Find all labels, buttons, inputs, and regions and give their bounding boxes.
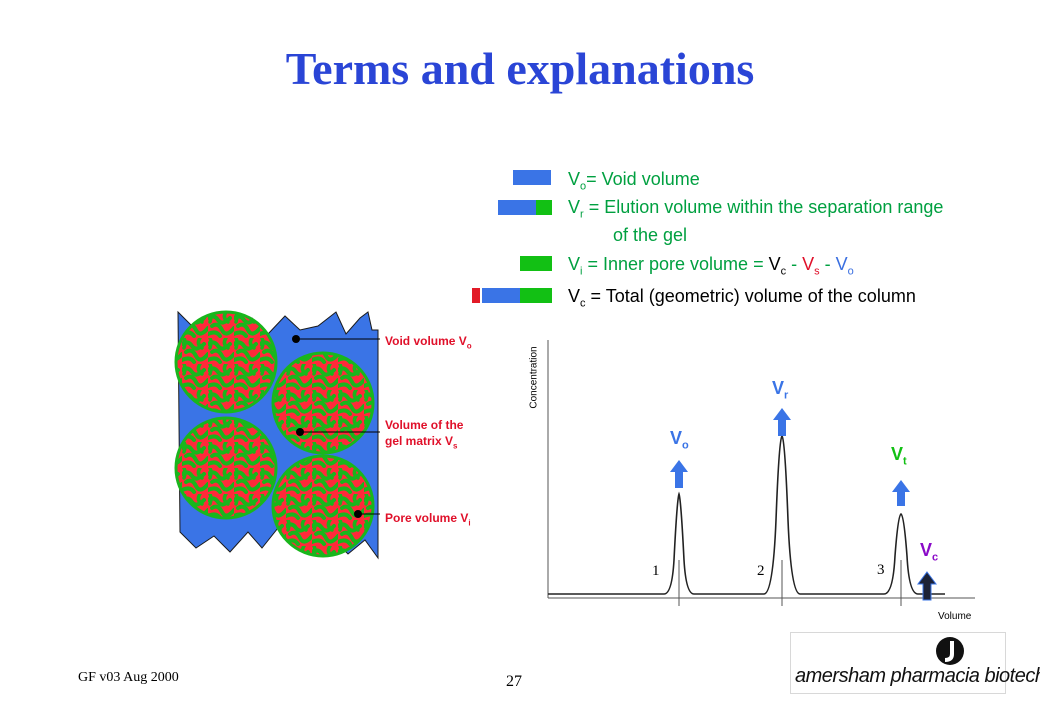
gel-bead [271, 454, 375, 558]
page-title: Terms and explanations [285, 43, 755, 94]
swatch-elution-green [536, 200, 552, 215]
legend-elution: Vr = Elution volume within the separatio… [568, 197, 944, 221]
label-void-volume: Void volume Vo [385, 334, 472, 351]
callout-dot-void [292, 335, 300, 343]
legend-elution-cont: of the gel [613, 225, 688, 245]
peak-number-1: 1 [652, 563, 660, 579]
gel-bead [271, 351, 375, 455]
peak-label-vt: Vt [891, 444, 907, 468]
page-number: 27 [506, 673, 522, 690]
x-axis-label: Volume [938, 611, 972, 622]
legend-total: Vc = Total (geometric) volume of the col… [568, 286, 916, 310]
arrow-vc [917, 571, 937, 601]
swatch-total-blue [482, 288, 520, 303]
gel-bead [174, 416, 278, 520]
peak-number-3: 3 [877, 562, 885, 578]
logo-text: amersham pharmacia biotech [795, 665, 1040, 687]
arrow-v0 [670, 460, 688, 488]
label-gel-matrix: Volume of the gel matrix Vs [385, 418, 464, 451]
arrow-vr [773, 408, 791, 436]
swatch-elution-blue [498, 200, 536, 215]
callout-dot-pore [354, 510, 362, 518]
legend-inner: Vi = Inner pore volume = Vc - Vs - Vo [568, 254, 854, 278]
gel-bead [174, 310, 278, 414]
y-axis-label: Concentration [528, 346, 540, 409]
swatch-total-green [520, 288, 552, 303]
peak-label-vr: Vr [772, 378, 789, 402]
elution-curve [548, 434, 945, 595]
peak-label-vc: Vc [920, 540, 939, 564]
callout-dot-matrix [296, 428, 304, 436]
logo-mark-icon [936, 637, 964, 665]
swatch-total-red [472, 288, 480, 303]
peak-number-2: 2 [757, 563, 765, 579]
legend-void: Vo= Void volume [568, 169, 700, 193]
arrow-vt [892, 480, 910, 506]
swatch-inner [520, 256, 552, 271]
peak-label-v0: Vo [670, 428, 689, 452]
swatch-void [513, 170, 551, 185]
logo [790, 632, 1006, 694]
label-pore-volume: Pore volume Vi [385, 511, 471, 528]
footer-version: GF v03 Aug 2000 [78, 670, 179, 685]
